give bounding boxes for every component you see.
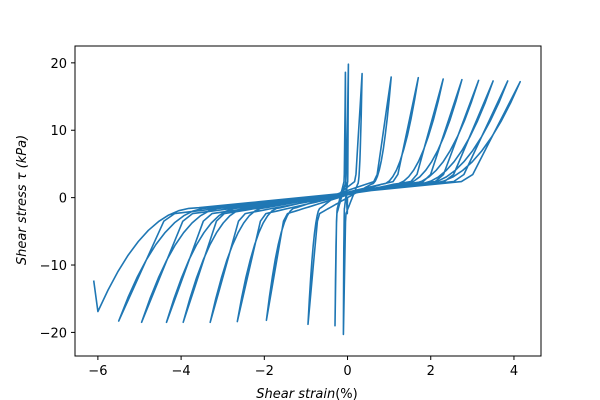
y-tick-label: −20 xyxy=(40,326,67,341)
x-tick-label: 2 xyxy=(427,364,435,379)
y-axis-label: Shear stress τ (kPa) xyxy=(15,135,30,265)
y-tick-label: 0 xyxy=(59,192,67,207)
y-tick-label: 10 xyxy=(50,124,67,139)
x-tick-label: 4 xyxy=(510,364,518,379)
x-tick-label: 0 xyxy=(343,364,351,379)
y-tick-label: 20 xyxy=(50,57,67,72)
y-axis: −20 −10 0 10 20 xyxy=(40,57,75,341)
x-tick-label: −2 xyxy=(255,364,274,379)
hysteresis-loop-series xyxy=(92,63,521,336)
x-axis-label: Shear strain(%) xyxy=(256,387,357,400)
axes-frame xyxy=(74,45,542,357)
x-axis-label-unit: (%) xyxy=(335,387,358,400)
x-axis-label-text: Shear strain xyxy=(256,387,335,400)
series-layer xyxy=(92,63,521,336)
x-tick-label: −4 xyxy=(172,364,191,379)
y-tick-label: −10 xyxy=(40,259,67,274)
x-tick-label: −6 xyxy=(88,364,107,379)
x-axis: −6 −4 −2 0 2 4 xyxy=(88,356,518,379)
